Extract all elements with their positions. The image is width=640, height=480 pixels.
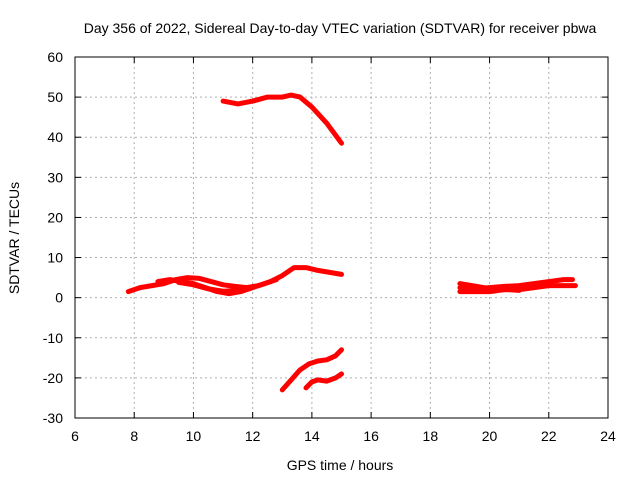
y-axis-label: SDTVAR / TECUs bbox=[6, 182, 22, 294]
chart-title: Day 356 of 2022, Sidereal Day-to-day VTE… bbox=[84, 20, 597, 36]
series-line-sat-f bbox=[457, 281, 522, 293]
y-tick-label: -10 bbox=[43, 330, 63, 346]
grid-lines bbox=[75, 57, 608, 418]
plot-frame bbox=[74, 56, 609, 419]
x-tick-label: 22 bbox=[541, 428, 557, 444]
series-line-sat-c bbox=[176, 279, 241, 294]
y-tick-label: 60 bbox=[47, 49, 63, 65]
series-layer bbox=[125, 92, 578, 393]
series-line-sat-h bbox=[303, 371, 344, 391]
x-tick-label: 12 bbox=[245, 428, 261, 444]
y-tick-label: 10 bbox=[47, 250, 63, 266]
y-tick-label: -30 bbox=[43, 410, 63, 426]
x-tick-label: 16 bbox=[363, 428, 379, 444]
series-line-sat-g bbox=[279, 347, 344, 393]
y-tick-label: 20 bbox=[47, 209, 63, 225]
y-tick-label: 50 bbox=[47, 89, 63, 105]
series-line-sat-high bbox=[220, 92, 344, 146]
x-tick-label: 14 bbox=[304, 428, 320, 444]
y-tick-label: -20 bbox=[43, 370, 63, 386]
x-tick-label: 20 bbox=[482, 428, 498, 444]
x-tick-label: 18 bbox=[423, 428, 439, 444]
x-tick-label: 8 bbox=[130, 428, 138, 444]
x-tick-label: 10 bbox=[186, 428, 202, 444]
axis-ticks: 6 8 10 12 14 16 18 20 22 24 -30 -20 -10 0 10 20 30 40 50 60 bbox=[43, 49, 616, 444]
x-axis-label: GPS time / hours bbox=[287, 457, 394, 473]
y-tick-label: 0 bbox=[55, 290, 63, 306]
y-tick-label: 40 bbox=[47, 129, 63, 145]
x-tick-label: 24 bbox=[600, 428, 616, 444]
x-tick-label: 6 bbox=[71, 428, 79, 444]
y-tick-label: 30 bbox=[47, 169, 63, 185]
series-line-sat-a bbox=[125, 265, 344, 295]
